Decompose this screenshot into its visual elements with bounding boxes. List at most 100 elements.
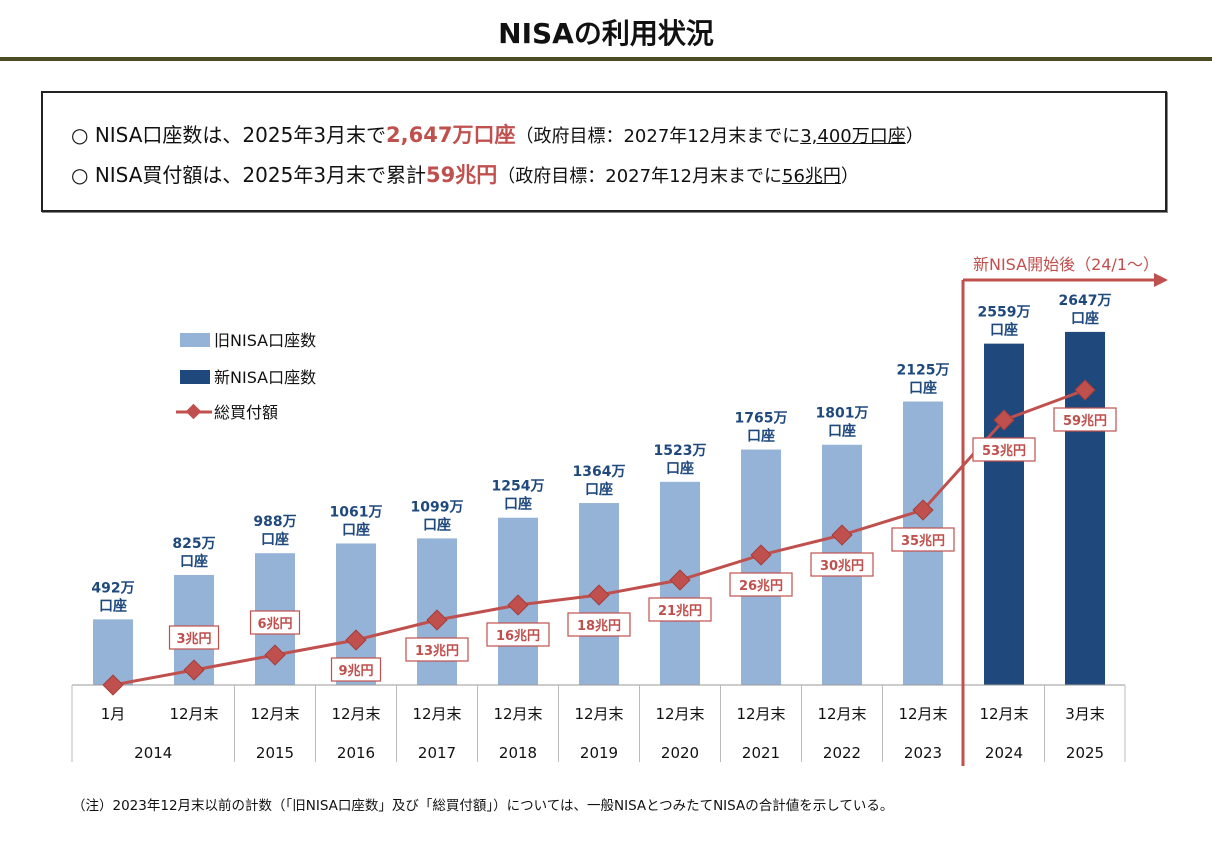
page-title: NISAの利用状況 [498,17,714,50]
bar-label: 口座 [990,322,1018,339]
line-label-box [891,527,955,552]
year-label: 2022 [823,744,861,762]
goal-value: 56兆円 [782,166,841,187]
year-label: 2025 [1066,744,1104,762]
legend-swatch [180,370,210,384]
year-label: 2021 [742,744,780,762]
legend-swatch [180,333,210,347]
legend-marker [185,403,202,420]
bar [984,343,1024,685]
line-point [183,659,205,681]
line-label-box [972,437,1036,462]
year-label: 2017 [418,744,456,762]
bar-label: 口座 [423,516,451,533]
bar-label: 口座 [99,597,127,614]
year-label: 2020 [661,744,699,762]
bar-label: 1801万 [816,406,869,422]
bar-label: 1364万 [573,464,626,480]
line-label: 59兆円 [1063,413,1107,429]
bar-label: 1254万 [492,479,545,495]
line-label: 53兆円 [982,443,1026,459]
line-label-box [729,572,793,597]
bar-label: 988万 [253,514,296,530]
line-label: 16兆円 [496,628,540,644]
bar-label: 口座 [180,553,208,570]
year-label: 2018 [499,744,537,762]
year-label: 2014 [134,744,172,762]
bar-label: 492万 [91,580,134,596]
category-label: 12月末 [331,705,380,723]
bar-label: 825万 [172,536,215,552]
line-point [993,409,1015,431]
bullet: ○ [71,163,89,187]
goal-suffix: ） [905,126,924,147]
summary-box: ○ NISA口座数は、2025年3月末で2,647万口座（政府目標：2027年1… [41,91,1167,212]
category-label: 12月末 [412,705,461,723]
bar-label: 口座 [261,531,289,548]
category-label: 12月末 [736,705,785,723]
line-label-box [648,597,712,622]
bar-label: 口座 [342,521,370,538]
line-label: 13兆円 [415,643,459,659]
bar-label: 口座 [666,460,694,477]
line-point [507,594,529,616]
year-label: 2023 [904,744,942,762]
bar [741,449,781,685]
category-label: 12月末 [898,705,947,723]
year-label: 2016 [337,744,375,762]
category-label: 12月末 [817,705,866,723]
line-label: 9兆円 [338,663,373,679]
line-label-box [810,552,874,577]
line-label-box [405,637,469,662]
bar-label: 1523万 [654,443,707,459]
year-label: 2019 [580,744,618,762]
bar-label: 口座 [909,380,937,397]
text: NISA買付額は、2025年3月末で累計 [94,163,427,187]
category-label: 3月末 [1065,705,1105,723]
category-label: 12月末 [493,705,542,723]
line-point [588,584,610,606]
year-label: 2024 [985,744,1023,762]
line-label: 21兆円 [658,603,702,619]
line-label: 6兆円 [257,616,292,632]
annotation-label: 新NISA開始後（24/1～） [973,255,1159,274]
line-point [669,569,691,591]
bar-label: 2125万 [897,363,950,379]
bar-label: 口座 [585,481,613,498]
category-label: 12月末 [250,705,299,723]
goal-suffix: ） [840,166,859,187]
goal-value: 3,400万口座 [800,126,906,147]
line-point [426,609,448,631]
line-label: 30兆円 [820,558,864,574]
line-label: 18兆円 [577,618,621,634]
bar [93,619,133,685]
legend-label: 総買付額 [214,403,278,422]
line-point [345,629,367,651]
bar-label: 1765万 [735,411,788,427]
title-rule [0,57,1212,61]
line-point [102,674,124,696]
bar-label: 口座 [1071,310,1099,327]
line-label-box [168,625,220,650]
line-label-box [567,612,631,637]
line-label: 3兆円 [176,631,211,647]
summary-line-purchases: ○ NISA買付額は、2025年3月末で累計59兆円（政府目標：2027年12月… [71,159,859,189]
line-point [912,499,934,521]
category-label: 1月 [101,705,126,723]
line-point [1074,379,1096,401]
bar-label: 1061万 [330,504,383,520]
line-label: 35兆円 [901,533,945,549]
line-point [264,644,286,666]
category-label: 12月末 [979,705,1028,723]
bar-label: 1099万 [411,499,464,515]
category-label: 12月末 [574,705,623,723]
footnote: （注）2023年12月末以前の計数（「旧NISA口座数」及び「総買付額」）につい… [72,798,894,814]
bullet: ○ [71,123,89,147]
line-label-box [1053,407,1117,432]
bar-label: 口座 [747,428,775,445]
category-label: 12月末 [655,705,704,723]
line-label-box [249,610,301,635]
bar-label: 2647万 [1059,293,1112,309]
text: NISA口座数は、2025年3月末で [94,123,387,147]
